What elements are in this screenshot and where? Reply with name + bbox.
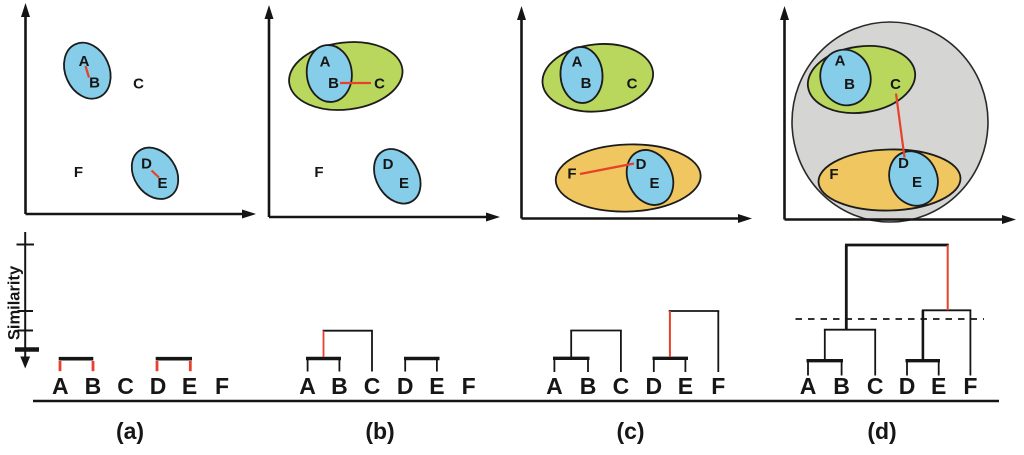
svg-text:A: A xyxy=(320,54,331,71)
svg-text:E: E xyxy=(649,175,659,192)
svg-text:(c): (c) xyxy=(616,418,644,444)
svg-text:B: B xyxy=(89,75,100,92)
svg-text:C: C xyxy=(890,76,901,93)
svg-text:F: F xyxy=(74,164,83,181)
svg-text:E: E xyxy=(429,373,444,399)
svg-text:C: C xyxy=(627,76,638,93)
svg-text:E: E xyxy=(399,175,409,192)
svg-text:A: A xyxy=(572,54,583,71)
svg-text:B: B xyxy=(581,75,592,92)
svg-text:E: E xyxy=(157,175,167,192)
svg-text:F: F xyxy=(711,373,725,399)
svg-text:C: C xyxy=(374,76,385,93)
svg-text:Similarity: Similarity xyxy=(6,265,24,340)
svg-text:A: A xyxy=(800,373,817,399)
svg-text:F: F xyxy=(567,166,576,183)
svg-text:D: D xyxy=(150,373,167,399)
svg-text:F: F xyxy=(829,166,838,183)
svg-text:F: F xyxy=(215,373,229,399)
svg-text:E: E xyxy=(931,373,946,399)
svg-text:A: A xyxy=(546,373,563,399)
svg-text:B: B xyxy=(85,373,102,399)
svg-text:B: B xyxy=(331,373,348,399)
svg-text:F: F xyxy=(314,164,323,181)
svg-text:D: D xyxy=(898,155,909,172)
svg-text:A: A xyxy=(835,53,846,70)
svg-text:B: B xyxy=(833,373,850,399)
svg-text:B: B xyxy=(844,76,855,93)
svg-text:B: B xyxy=(328,75,339,92)
svg-text:(a): (a) xyxy=(116,418,144,444)
svg-text:C: C xyxy=(117,373,134,399)
svg-text:E: E xyxy=(182,373,197,399)
svg-text:E: E xyxy=(912,174,922,191)
svg-text:A: A xyxy=(299,373,316,399)
svg-text:C: C xyxy=(613,373,630,399)
svg-text:D: D xyxy=(141,156,152,173)
svg-text:D: D xyxy=(397,373,414,399)
svg-text:A: A xyxy=(52,373,69,399)
svg-text:E: E xyxy=(678,373,693,399)
svg-text:B: B xyxy=(580,373,597,399)
svg-text:F: F xyxy=(462,373,476,399)
svg-text:A: A xyxy=(79,53,90,70)
svg-text:C: C xyxy=(364,373,381,399)
svg-text:C: C xyxy=(133,76,144,93)
svg-text:D: D xyxy=(645,373,662,399)
svg-text:(b): (b) xyxy=(365,418,394,444)
svg-text:(d): (d) xyxy=(867,418,896,444)
svg-text:D: D xyxy=(383,156,394,173)
svg-text:C: C xyxy=(867,373,884,399)
svg-text:D: D xyxy=(636,156,647,173)
svg-text:D: D xyxy=(899,373,916,399)
svg-text:F: F xyxy=(963,373,977,399)
